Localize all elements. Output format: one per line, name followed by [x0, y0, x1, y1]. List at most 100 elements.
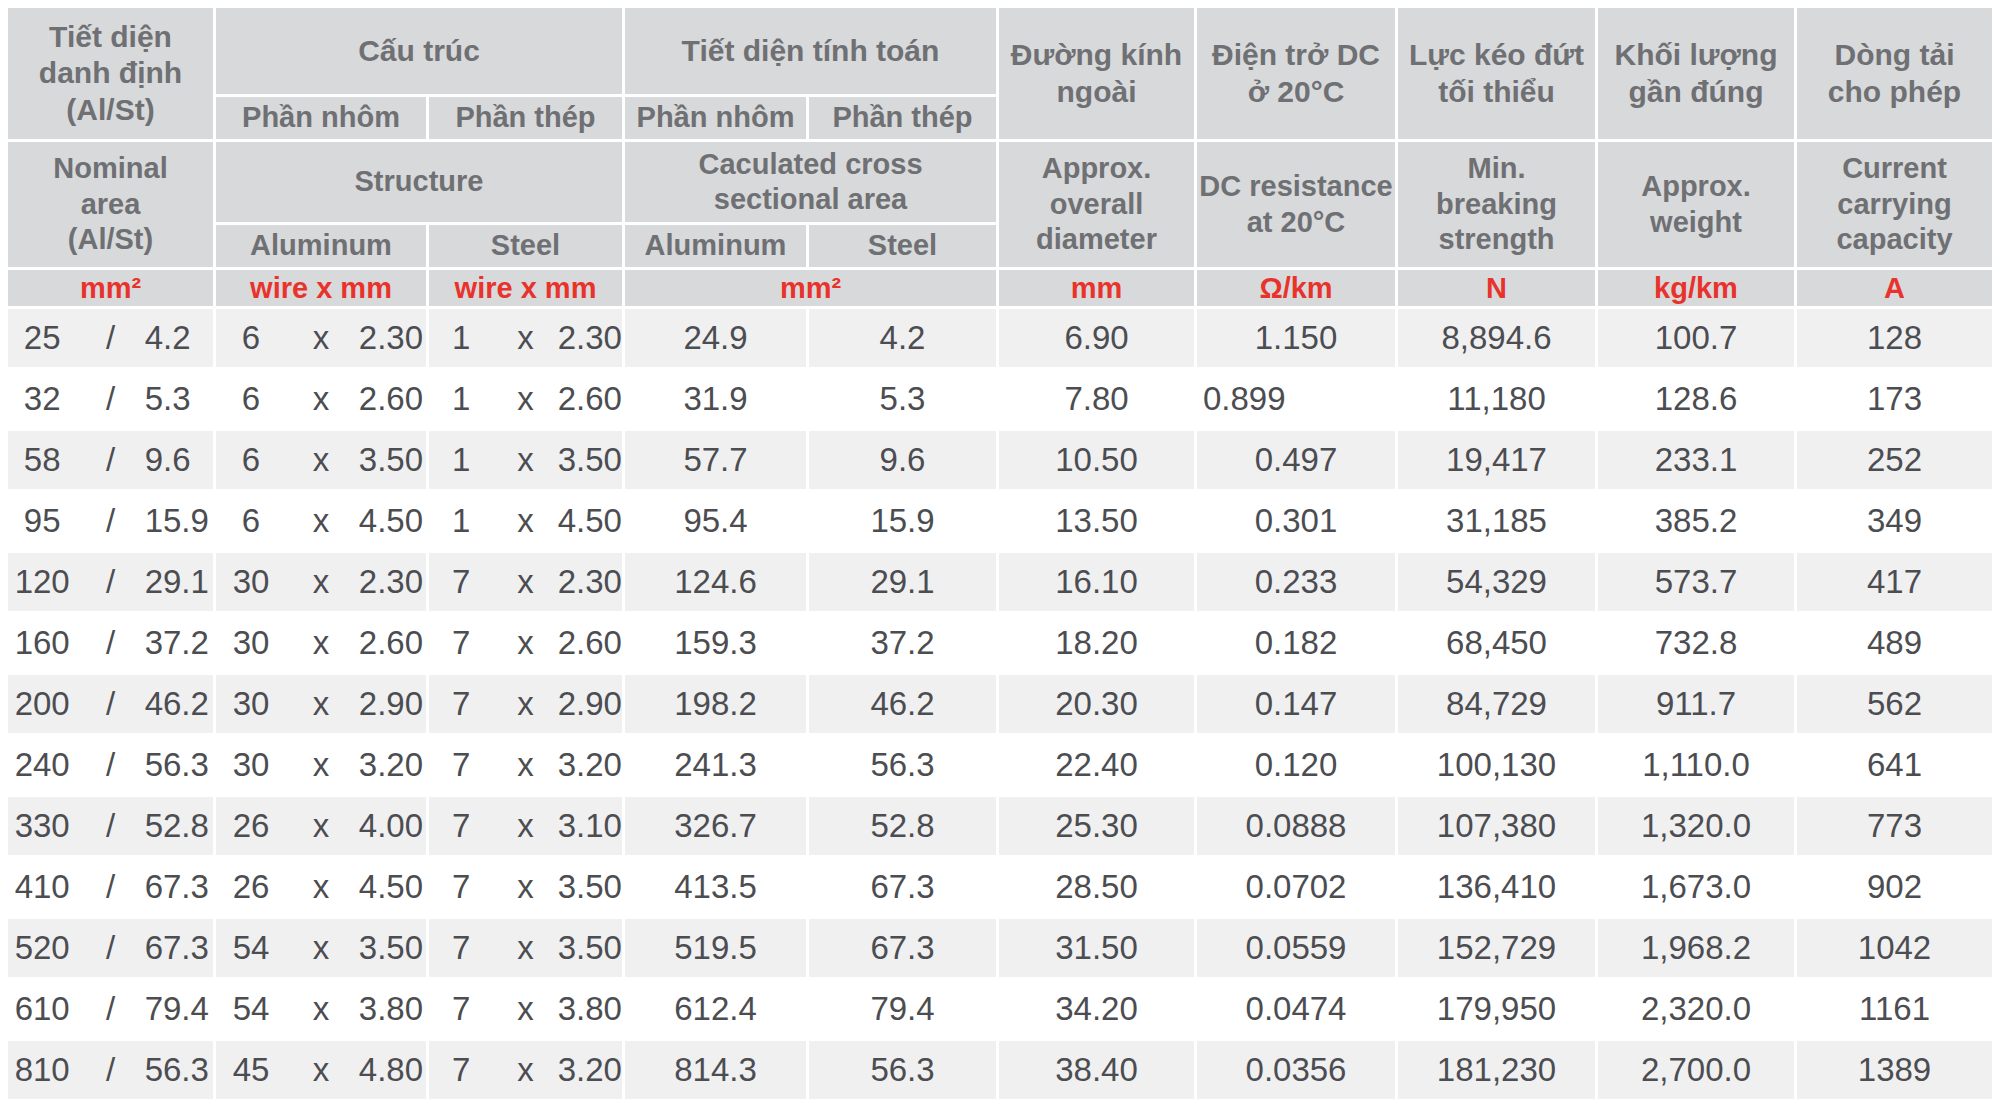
cell-approx-weight: 2,700.0: [1598, 1041, 1794, 1099]
cell-nominal-area: 32/5.3: [8, 370, 213, 428]
value-separator: x: [493, 624, 557, 662]
header-structure-aluminum-vi: Phần nhôm: [216, 97, 426, 139]
value: 2.90: [356, 685, 426, 723]
cell-structure-aluminum: 6x3.50: [216, 431, 426, 489]
value-separator: /: [76, 868, 144, 906]
cell-current-capacity: 1042: [1797, 919, 1992, 977]
cell-dc-resistance: 0.0356: [1197, 1041, 1395, 1099]
cell-calc-area-aluminum: 198.2: [625, 675, 806, 733]
cell-nominal-area: 120/29.1: [8, 553, 213, 611]
cell-dc-resistance: 0.120: [1197, 736, 1395, 794]
cell-calc-area-steel: 37.2: [809, 614, 996, 672]
value: 3.10: [558, 807, 622, 845]
cell-breaking-strength: 19,417: [1398, 431, 1595, 489]
cell-calc-area-steel: 67.3: [809, 858, 996, 916]
value: 3.50: [558, 868, 622, 906]
cell-current-capacity: 902: [1797, 858, 1992, 916]
value-separator: /: [76, 1051, 144, 1089]
value: 37.2: [145, 624, 213, 662]
value: 3.20: [356, 746, 426, 784]
cell-overall-diameter: 20.30: [999, 675, 1194, 733]
value-separator: /: [76, 502, 144, 540]
value: 2.30: [356, 563, 426, 601]
value: 2.30: [558, 563, 622, 601]
table-row: 240/56.330x3.207x3.20241.356.322.400.120…: [8, 736, 1992, 794]
composite-value: 1x2.60: [429, 380, 622, 418]
value: 3.50: [558, 929, 622, 967]
unit-weight: kg/km: [1598, 270, 1794, 306]
cell-approx-weight: 385.2: [1598, 492, 1794, 550]
value-separator: x: [286, 319, 356, 357]
cell-calc-area-steel: 56.3: [809, 1041, 996, 1099]
value: 30: [216, 746, 286, 784]
composite-value: 58/9.6: [8, 441, 213, 479]
composite-value: 160/37.2: [8, 624, 213, 662]
header-nominal-area-en: Nominal area (Al/St): [8, 142, 213, 267]
value-separator: /: [76, 929, 144, 967]
value-separator: /: [76, 685, 144, 723]
table-header: Tiết diện danh định (Al/St) Cấu trúc Tiế…: [8, 8, 1992, 306]
composite-value: 7x3.10: [429, 807, 622, 845]
cell-structure-steel: 7x2.60: [429, 614, 622, 672]
cell-approx-weight: 573.7: [1598, 553, 1794, 611]
composite-value: 7x3.50: [429, 868, 622, 906]
cell-approx-weight: 100.7: [1598, 309, 1794, 367]
header-calc-area-en: Caculated cross sectional area: [625, 142, 996, 222]
cell-current-capacity: 489: [1797, 614, 1992, 672]
header-calc-steel-en: Steel: [809, 225, 996, 267]
header-weight-en: Approx. weight: [1598, 142, 1794, 267]
cell-approx-weight: 1,320.0: [1598, 797, 1794, 855]
table-row: 610/79.454x3.807x3.80612.479.434.200.047…: [8, 980, 1992, 1038]
page: Tiết diện danh định (Al/St) Cấu trúc Tiế…: [0, 0, 2006, 1107]
cell-dc-resistance: 0.147: [1197, 675, 1395, 733]
cell-overall-diameter: 13.50: [999, 492, 1194, 550]
table-row: 32/5.36x2.601x2.6031.95.37.800.89911,180…: [8, 370, 1992, 428]
cell-approx-weight: 1,673.0: [1598, 858, 1794, 916]
cell-overall-diameter: 25.30: [999, 797, 1194, 855]
value-separator: x: [286, 685, 356, 723]
value-separator: x: [286, 929, 356, 967]
cell-approx-weight: 233.1: [1598, 431, 1794, 489]
cell-dc-resistance: 0.497: [1197, 431, 1395, 489]
value: 2.60: [356, 624, 426, 662]
value: 30: [216, 624, 286, 662]
value: 56.3: [145, 746, 213, 784]
value: 3.20: [558, 1051, 622, 1089]
value-separator: x: [493, 685, 557, 723]
value: 2.90: [558, 685, 622, 723]
header-weight-vi: Khối lượng gần đúng: [1598, 8, 1794, 139]
cell-breaking-strength: 181,230: [1398, 1041, 1595, 1099]
cell-overall-diameter: 28.50: [999, 858, 1194, 916]
value: 30: [216, 685, 286, 723]
cell-nominal-area: 95/15.9: [8, 492, 213, 550]
value: 54: [216, 990, 286, 1028]
value: 67.3: [145, 868, 213, 906]
value: 1: [429, 319, 493, 357]
cell-structure-steel: 7x3.50: [429, 858, 622, 916]
value: 32: [8, 380, 76, 418]
cell-overall-diameter: 22.40: [999, 736, 1194, 794]
value: 95: [8, 502, 76, 540]
value: 4.80: [356, 1051, 426, 1089]
value: 52.8: [145, 807, 213, 845]
cell-dc-resistance: 0.0888: [1197, 797, 1395, 855]
value: 67.3: [145, 929, 213, 967]
cell-approx-weight: 128.6: [1598, 370, 1794, 428]
value: 7: [429, 685, 493, 723]
cell-breaking-strength: 31,185: [1398, 492, 1595, 550]
cell-nominal-area: 610/79.4: [8, 980, 213, 1038]
value-separator: x: [286, 563, 356, 601]
cell-calc-area-aluminum: 241.3: [625, 736, 806, 794]
cell-breaking-strength: 107,380: [1398, 797, 1595, 855]
value-separator: x: [286, 868, 356, 906]
cell-current-capacity: 773: [1797, 797, 1992, 855]
value: 26: [216, 807, 286, 845]
cell-calc-area-steel: 79.4: [809, 980, 996, 1038]
value: 7: [429, 868, 493, 906]
value-separator: x: [493, 807, 557, 845]
composite-value: 330/52.8: [8, 807, 213, 845]
cell-current-capacity: 1389: [1797, 1041, 1992, 1099]
value-separator: /: [76, 746, 144, 784]
value: 2.60: [558, 380, 622, 418]
cell-structure-aluminum: 6x4.50: [216, 492, 426, 550]
